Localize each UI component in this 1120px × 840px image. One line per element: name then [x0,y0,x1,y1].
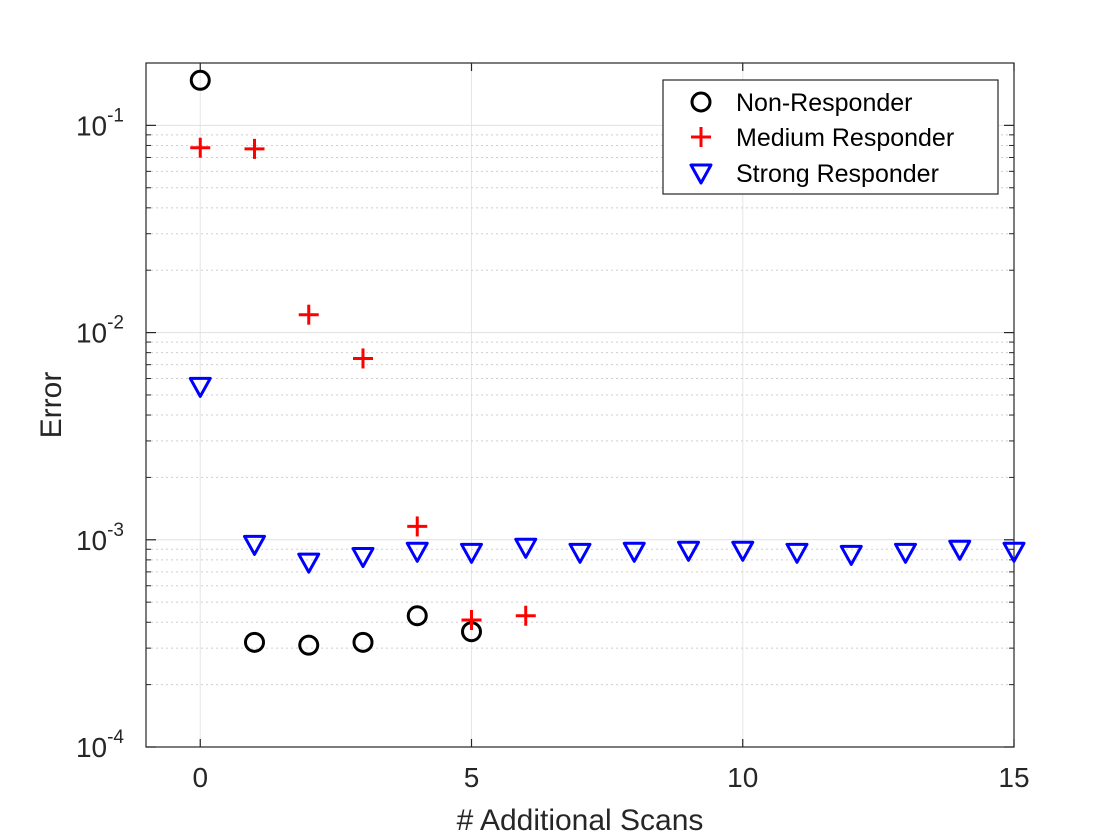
non-responder-point [352,631,374,653]
non-responder-point [189,69,211,91]
legend-marker-medium-responder [691,127,711,147]
medium-responder-point [515,605,536,626]
y-tick-label: 10-1 [76,105,124,141]
y-tick-labels: 10-410-310-210-1 [76,105,124,763]
strong-responder-point [514,537,538,559]
medium-responder-point [298,304,319,325]
medium-responder-point [407,516,428,537]
x-tick-label: 10 [727,762,758,793]
medium-responder-point [190,137,211,158]
y-tick-base: 10 [76,525,107,556]
medium-responder-point [461,610,482,631]
x-tick-label: 0 [192,762,208,793]
legend-label-non-responder: Non-Responder [736,89,913,117]
legend-label-medium-responder: Medium Responder [736,124,954,152]
non-responder-point [406,605,428,627]
non-responder-point [298,634,320,656]
data-markers [188,69,1026,656]
strong-responder-point [297,552,321,574]
strong-responder-point [243,534,266,556]
x-tick-label: 15 [998,762,1029,793]
strong-responder-point [351,547,375,569]
y-tick-exponent: -1 [107,105,124,126]
y-tick-exponent: -3 [107,520,124,541]
strong-responder-point [405,541,429,563]
y-tick-exponent: -2 [107,313,124,334]
plot-frame [145,62,1015,748]
y-tick-exponent: -4 [107,727,124,748]
non-responder-point [244,631,265,653]
strong-responder-point [677,540,700,562]
y-tick-base: 10 [76,318,107,349]
strong-responder-point [839,544,863,566]
legend-marker-non-responder [690,91,712,113]
medium-responder-point [353,348,373,369]
legend-box [662,79,999,195]
y-axis-label: Error [35,372,68,439]
y-tick-base: 10 [76,732,107,763]
strong-responder-point [894,542,917,564]
y-tick-base: 10 [76,110,107,141]
strong-responder-point [622,541,646,563]
legend-label-strong-responder: Strong Responder [736,160,939,188]
x-tick-labels: 0 5 10 15 [192,762,1029,793]
strong-responder-point [731,540,755,562]
strong-responder-point [568,542,592,564]
medium-responder-point [244,138,265,159]
strong-responder-point [948,539,972,561]
legend: Non-Responder Medium Responder Strong Resp… [662,79,999,195]
y-tick-label: 10-4 [76,727,124,763]
y-tick-label: 10-2 [76,313,124,349]
y-tick-label: 10-3 [76,520,124,556]
strong-responder-point [460,542,483,564]
x-tick-label: 5 [464,762,480,793]
strong-responder-point [785,542,809,564]
axis-ticks [146,62,1015,748]
legend-marker-strong-responder [689,163,713,185]
x-axis-label: # Additional Scans [457,804,704,837]
strong-responder-point [188,376,212,398]
strong-responder-point [1002,541,1026,563]
